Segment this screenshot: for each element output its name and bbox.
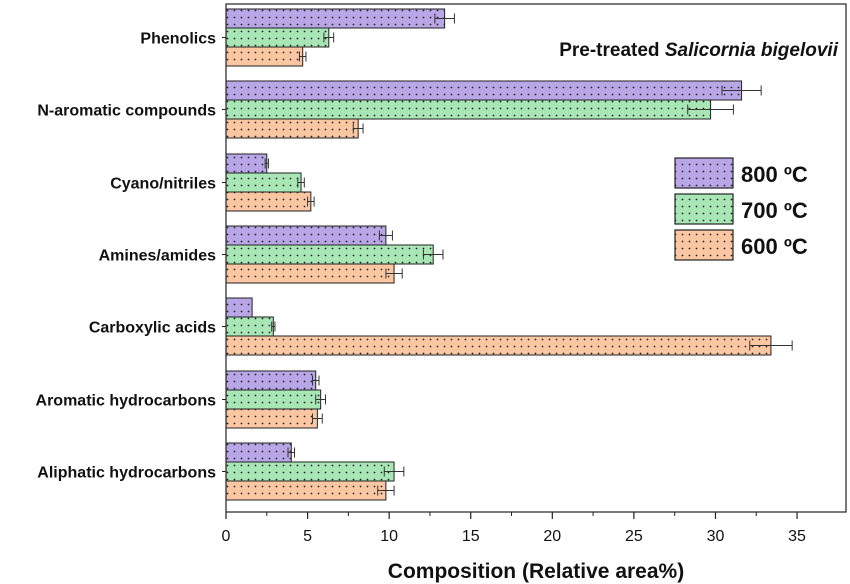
bar: [225, 461, 395, 482]
category-label: Phenolics: [140, 31, 216, 48]
x-tick-label: 20: [543, 528, 561, 545]
x-tick-label: 30: [707, 528, 725, 545]
category-label: N-aromatic compounds: [37, 103, 216, 120]
error-bar: [383, 466, 405, 477]
legend-label: 600 ºC: [741, 234, 808, 259]
bar: [225, 191, 312, 212]
bar: [225, 8, 446, 29]
legend: 800 ºC 700 ºC 600 ºC: [674, 157, 808, 261]
category-label: Cyano/nitriles: [110, 176, 216, 193]
error-bar: [377, 485, 395, 496]
x-tick-label: 5: [303, 528, 312, 545]
bar: [225, 225, 387, 246]
bar: [225, 297, 253, 318]
plot-frame: [225, 3, 847, 513]
error-bar: [378, 230, 393, 241]
bar: [225, 408, 318, 429]
x-axis-ticks: 0 5 10 15 20 25 30 35: [222, 512, 806, 545]
error-bar: [687, 104, 734, 115]
x-tick-label: 0: [222, 528, 231, 545]
legend-swatch: [674, 193, 734, 225]
x-tick-label: 10: [380, 528, 398, 545]
legend-swatch: [674, 229, 734, 261]
chart-title: Pre-treated Salicornia bigelovii: [559, 40, 838, 61]
error-bar: [311, 375, 320, 386]
error-bar: [298, 51, 307, 62]
category-label: Aliphatic hydrocarbons: [37, 465, 216, 482]
error-bar: [721, 85, 762, 96]
bar: [225, 370, 317, 391]
bar: [225, 480, 387, 501]
bar: [225, 118, 359, 139]
error-bar: [311, 413, 323, 424]
error-bar: [287, 447, 296, 458]
legend-label: 800 ºC: [741, 162, 808, 187]
error-bar: [315, 394, 327, 405]
bar: [225, 99, 712, 120]
bar: [225, 153, 268, 174]
error-bar: [385, 268, 403, 279]
category-label: Carboxylic acids: [89, 320, 216, 337]
x-tick-label: 35: [788, 528, 806, 545]
bar: [225, 27, 330, 48]
error-bar: [434, 13, 455, 24]
error-bar: [352, 123, 364, 134]
bar: [225, 316, 274, 337]
category-label: Amines/amides: [99, 248, 216, 265]
error-bar: [323, 32, 335, 43]
bar: [225, 172, 302, 193]
bar: [225, 335, 772, 356]
bar: [225, 80, 743, 101]
bar: [225, 389, 322, 410]
error-bar: [297, 177, 305, 188]
error-bar: [271, 321, 276, 332]
bar: [225, 46, 304, 67]
error-bar: [264, 158, 269, 169]
category-label: Aromatic hydrocarbons: [36, 393, 217, 410]
x-axis-title: Composition (Relative area%): [388, 560, 684, 583]
x-tick-label: 25: [625, 528, 643, 545]
x-tick-label: 15: [462, 528, 480, 545]
bars-layer: [225, 8, 793, 501]
error-bar: [422, 249, 444, 260]
error-bar: [749, 340, 793, 351]
bar: [225, 263, 395, 284]
error-bar: [307, 196, 315, 207]
category-labels: Phenolics N-aromatic compounds Cyano/nitri…: [36, 31, 226, 482]
legend-label: 700 ºC: [741, 198, 808, 223]
legend-swatch: [674, 157, 734, 189]
bar: [225, 244, 434, 265]
bar: [225, 442, 292, 463]
